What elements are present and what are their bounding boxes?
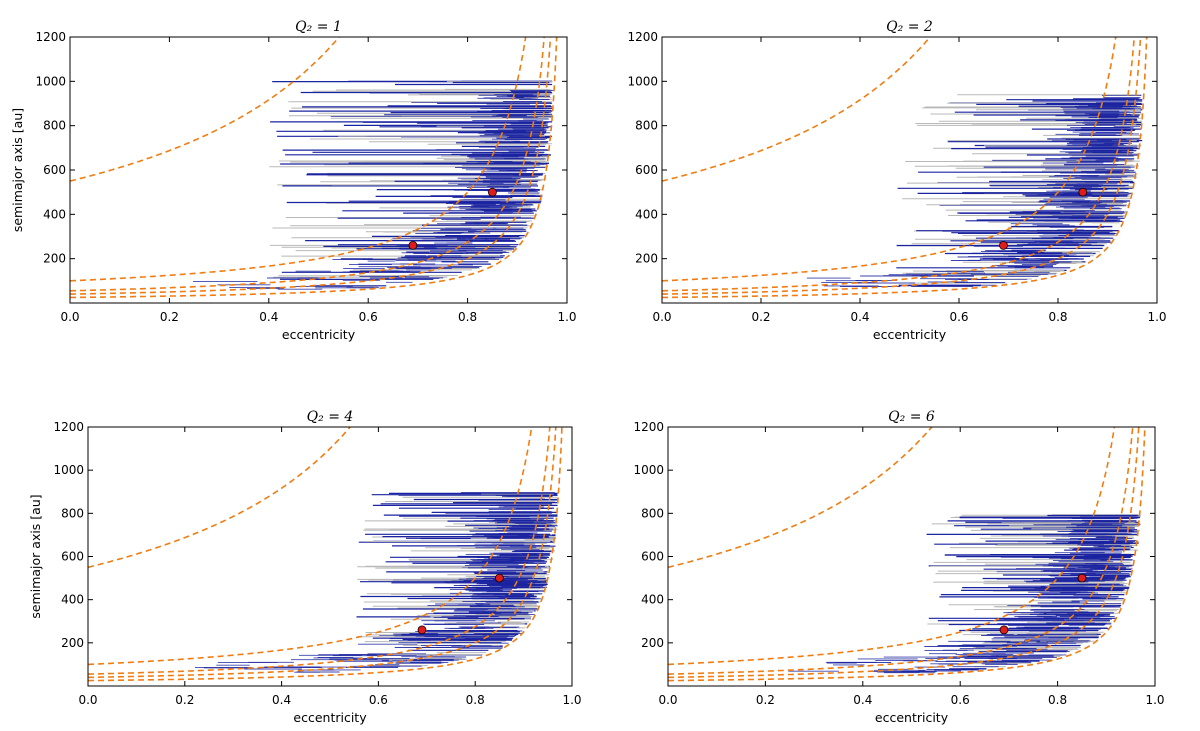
x-tick-label: 0.0 (652, 310, 671, 324)
y-tick-label: 1000 (53, 463, 84, 477)
x-tick-label: 0.0 (658, 693, 677, 707)
x-axis-label: eccentricity (293, 710, 367, 725)
x-tick-label: 0.2 (175, 693, 194, 707)
y-tick-label: 400 (43, 207, 66, 221)
y-tick-label: 1000 (35, 74, 66, 88)
planet-marker (999, 625, 1009, 635)
y-tick-label: 200 (43, 252, 66, 266)
y-tick-label: 200 (641, 636, 664, 650)
panel-title: Q₂ = 2 (886, 19, 933, 35)
x-tick-label: 0.2 (160, 310, 179, 324)
planet-marker (487, 187, 497, 197)
planet-marker (408, 240, 418, 250)
panel-title: Q₂ = 4 (307, 409, 354, 425)
perihelion-curve (662, 37, 1136, 292)
x-tick-label: 0.8 (458, 310, 477, 324)
x-axis-label: eccentricity (873, 327, 947, 342)
y-tick-label: 1000 (627, 74, 658, 88)
x-tick-label: 0.6 (949, 310, 968, 324)
y-axis-label: semimajor axis [au] (28, 494, 43, 618)
y-tick-label: 600 (641, 550, 664, 564)
y-tick-label: 800 (635, 119, 658, 133)
x-tick-label: 0.8 (466, 693, 485, 707)
x-tick-label: 0.2 (751, 310, 770, 324)
y-tick-label: 400 (635, 207, 658, 221)
x-tick-label: 0.0 (78, 693, 97, 707)
perihelion-curve (70, 37, 558, 299)
panel-1: 0.0 0.2 0.4 0.6 0.8 1.0 200 400 600 800 1000 1200 Q₂… (10, 19, 577, 342)
x-tick-label: 0.4 (259, 310, 278, 324)
y-tick-label: 800 (43, 119, 66, 133)
plot-area (88, 427, 563, 682)
plot-area (662, 37, 1148, 299)
planet-marker (1078, 187, 1088, 197)
x-tick-label: 0.8 (1048, 693, 1067, 707)
perihelion-curve (88, 427, 551, 675)
perihelion-curve (70, 37, 527, 282)
panel-title: Q₂ = 6 (888, 409, 935, 425)
plot-area (70, 37, 558, 299)
perihelion-curve (662, 37, 1142, 295)
panel-4: 0.0 0.2 0.4 0.6 0.8 1.0 200 400 600 800 1000 1200 Q₂… (633, 409, 1164, 725)
y-tick-label: 600 (635, 163, 658, 177)
panel-2: 0.0 0.2 0.4 0.6 0.8 1.0 200 400 600 800 1000 1200 Q₂… (627, 19, 1166, 342)
y-tick-label: 1000 (633, 463, 664, 477)
planet-marker (1077, 573, 1087, 583)
perihelion-curve (70, 37, 341, 182)
y-tick-label: 1200 (627, 30, 658, 44)
x-tick-label: 0.6 (951, 693, 970, 707)
planet-marker (417, 625, 427, 635)
y-tick-label: 400 (61, 593, 84, 607)
x-tick-label: 1.0 (1145, 693, 1164, 707)
plot-area (668, 427, 1146, 682)
perihelion-curve (88, 427, 352, 569)
x-tick-label: 0.6 (359, 310, 378, 324)
y-tick-label: 1200 (35, 30, 66, 44)
panel-3: 0.0 0.2 0.4 0.6 0.8 1.0 200 400 600 800 1000 1200 Q₂… (28, 409, 582, 725)
planet-marker (494, 573, 504, 583)
perihelion-curve (88, 427, 557, 679)
perihelion-curve (668, 427, 1134, 675)
x-tick-label: 1.0 (1147, 310, 1166, 324)
y-tick-label: 1200 (633, 420, 664, 434)
y-tick-label: 400 (641, 593, 664, 607)
x-tick-label: 1.0 (562, 693, 581, 707)
y-tick-label: 200 (635, 252, 658, 266)
x-axis-label: eccentricity (875, 710, 949, 725)
x-axis-label: eccentricity (282, 327, 356, 342)
x-tick-label: 0.2 (756, 693, 775, 707)
perihelion-curve (668, 427, 1116, 666)
y-axis-label: semimajor axis [au] (10, 108, 25, 232)
perihelion-curve (662, 37, 1117, 282)
y-tick-label: 600 (43, 163, 66, 177)
y-tick-label: 800 (641, 506, 664, 520)
perihelion-curve (668, 427, 933, 569)
x-tick-label: 0.4 (272, 693, 291, 707)
perihelion-curve (70, 37, 552, 295)
x-tick-label: 1.0 (557, 310, 576, 324)
x-tick-label: 0.4 (853, 693, 872, 707)
y-tick-label: 1200 (53, 420, 84, 434)
panel-title: Q₂ = 1 (295, 19, 342, 35)
x-tick-label: 0.8 (1048, 310, 1067, 324)
y-tick-label: 600 (61, 550, 84, 564)
planet-marker (999, 240, 1008, 250)
perihelion-curve (662, 37, 932, 182)
perihelion-curve (70, 37, 545, 292)
y-tick-label: 200 (61, 636, 84, 650)
perihelion-curve (88, 427, 533, 666)
x-tick-label: 0.6 (369, 693, 388, 707)
x-tick-label: 0.0 (60, 310, 79, 324)
x-tick-label: 0.4 (850, 310, 869, 324)
perihelion-curve (662, 37, 1148, 299)
y-tick-label: 800 (61, 506, 84, 520)
